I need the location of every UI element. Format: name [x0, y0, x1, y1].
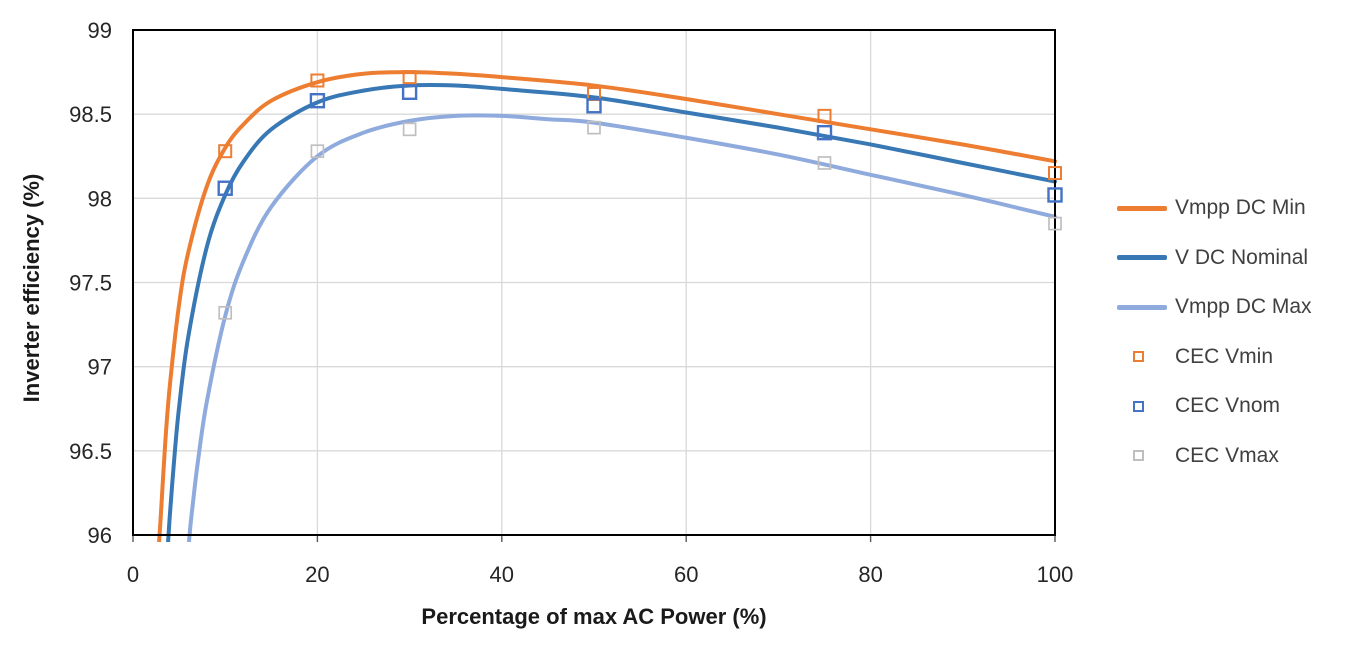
marker-cec-vnom — [1047, 187, 1063, 203]
legend-item-cec-vmin: CEC Vmin — [1112, 345, 1312, 369]
vmpp-dc-max-line-swatch — [1117, 304, 1167, 310]
swatch-cell — [1112, 450, 1175, 461]
y-tick-label: 99 — [88, 18, 112, 43]
marker-cec-vmin — [402, 70, 417, 85]
marker-cec-vmin — [218, 144, 233, 159]
y-tick-label: 98.5 — [69, 102, 112, 127]
legend-item-cec-vnom: CEC Vnom — [1112, 394, 1312, 418]
y-tick-label: 97 — [88, 355, 112, 380]
y-tick-label: 97.5 — [69, 271, 112, 296]
vmpp-dc-min-line-swatch — [1117, 205, 1167, 211]
marker-cec-vnom — [217, 180, 233, 196]
line-vmpp-dc-max — [186, 113, 1057, 542]
v-dc-nominal-line-swatch — [1117, 255, 1167, 260]
swatch-cell — [1112, 255, 1175, 260]
marker-cec-vmax — [218, 305, 233, 320]
cec-vnom-marker-swatch — [1133, 400, 1144, 412]
x-tick-label: 100 — [1037, 562, 1074, 587]
legend: Vmpp DC Min V DC Nominal Vmpp DC Max CEC… — [1112, 196, 1312, 493]
marker-cec-vmax — [817, 156, 832, 170]
plot-border — [132, 29, 1056, 536]
marker-cec-vmin — [817, 108, 832, 123]
cec-vmax-marker-swatch — [1133, 450, 1144, 461]
y-tick-label: 96.5 — [69, 439, 112, 464]
marker-cec-vnom — [586, 98, 602, 114]
marker-cec-vmin — [310, 73, 325, 88]
x-tick-label: 0 — [127, 562, 139, 587]
marker-cec-vmax — [587, 120, 601, 135]
legend-label-cec-vmax: CEC Vmax — [1175, 443, 1279, 467]
legend-item-v-dc-nominal: V DC Nominal — [1112, 246, 1312, 270]
y-axis-title: Inverter efficiency (%) — [19, 173, 44, 403]
marker-cec-vnom — [309, 92, 326, 109]
y-tick-label: 98 — [88, 186, 112, 211]
legend-item-vmpp-dc-max: Vmpp DC Max — [1112, 295, 1312, 319]
x-tick-label: 20 — [305, 562, 329, 587]
legend-label-cec-vmin: CEC Vmin — [1175, 344, 1274, 368]
x-axis-title: Percentage of max AC Power (%) — [421, 604, 767, 629]
legend-label-cec-vnom: CEC Vnom — [1175, 394, 1281, 417]
marker-cec-vmax — [1048, 216, 1062, 231]
line-v-dc-nominal — [166, 83, 1057, 542]
swatch-cell — [1112, 351, 1175, 362]
marker-cec-vmax — [402, 122, 417, 137]
swatch-cell — [1112, 304, 1175, 310]
marker-cec-vmax — [310, 144, 325, 159]
swatch-cell — [1112, 205, 1175, 211]
cec-vmin-marker-swatch — [1133, 351, 1144, 362]
legend-item-cec-vmax: CEC Vmax — [1112, 444, 1312, 468]
x-tick-label: 60 — [674, 562, 698, 587]
x-tick-label: 40 — [490, 562, 514, 587]
marker-cec-vmin — [1048, 166, 1062, 181]
x-tick-label: 80 — [858, 562, 882, 587]
marker-cec-vnom — [401, 84, 418, 100]
legend-label-vmpp-dc-min: Vmpp DC Min — [1175, 196, 1306, 219]
legend-item-vmpp-dc-min: Vmpp DC Min — [1112, 196, 1312, 220]
swatch-cell — [1112, 400, 1175, 412]
legend-label-vmpp-dc-max: Vmpp DC Max — [1175, 295, 1312, 318]
marker-cec-vnom — [816, 124, 833, 141]
legend-label-v-dc-nominal: V DC Nominal — [1175, 245, 1309, 269]
line-vmpp-dc-min — [157, 70, 1057, 542]
y-tick-label: 96 — [88, 523, 112, 548]
